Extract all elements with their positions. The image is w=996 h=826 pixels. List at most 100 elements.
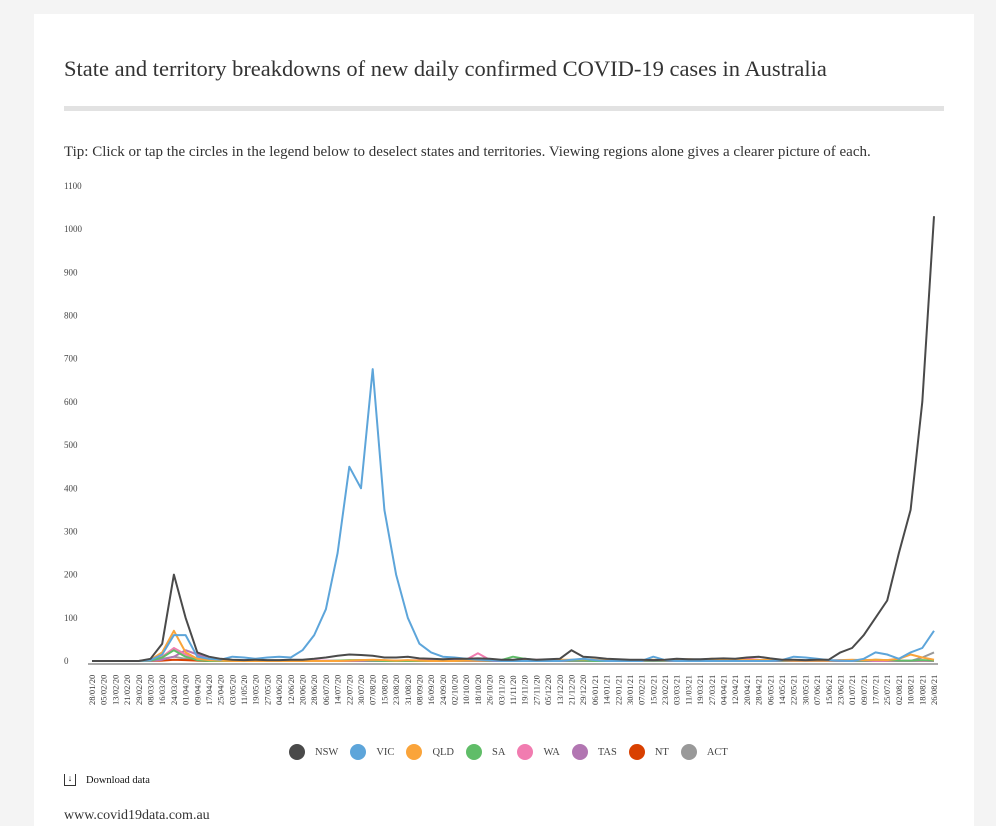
x-tick-label: 08/09/20: [414, 675, 424, 705]
x-tick-label: 21/02/20: [122, 675, 132, 705]
x-tick-label: 19/03/21: [695, 675, 705, 705]
x-tick-label: 03/05/20: [227, 675, 237, 705]
x-tick-label: 27/03/21: [707, 675, 717, 705]
x-tick-label: 05/02/20: [99, 675, 109, 705]
x-tick-label: 02/08/21: [894, 675, 904, 705]
x-tick-label: 17/07/21: [871, 675, 881, 705]
legend-item-nsw[interactable]: NSW: [289, 744, 338, 760]
x-tick-label: 06/01/21: [590, 675, 600, 705]
legend-circle-icon[interactable]: [628, 744, 645, 760]
x-tick-label: 19/05/20: [251, 675, 261, 705]
legend-circle-icon[interactable]: [289, 744, 305, 760]
x-tick-label: 30/07/20: [356, 675, 366, 705]
legend-item-wa[interactable]: WA: [517, 744, 560, 760]
y-tick-label: 300: [64, 526, 78, 536]
x-tick-label: 13/12/20: [555, 675, 565, 705]
legend-circle-icon[interactable]: [466, 744, 483, 760]
y-tick-label: 100: [64, 613, 78, 623]
download-data-button[interactable]: ↓ Download data: [64, 774, 150, 786]
x-tick-label: 27/05/20: [262, 675, 272, 705]
tip-text: Tip: Click or tap the circles in the leg…: [64, 144, 871, 160]
x-tick-label: 11/05/20: [239, 675, 249, 705]
download-icon: ↓: [64, 774, 76, 786]
x-tick-label: 11/11/20: [508, 675, 518, 705]
legend-item-nt[interactable]: NT: [628, 744, 669, 760]
legend-label: VIC: [376, 746, 395, 758]
y-tick-label: 400: [64, 483, 78, 493]
chart-title: State and territory breakdowns of new da…: [64, 56, 827, 81]
legend-label: TAS: [597, 746, 617, 758]
x-tick-label: 24/09/20: [438, 675, 448, 705]
x-tick-label: 26/10/20: [485, 675, 495, 705]
legend-circle-icon[interactable]: [571, 744, 588, 760]
x-tick-label: 15/06/21: [824, 675, 834, 705]
x-tick-label: 30/05/21: [800, 675, 810, 705]
x-tick-label: 16/03/20: [157, 675, 167, 705]
x-tick-label: 18/08/21: [917, 675, 927, 705]
x-tick-label: 25/07/21: [882, 675, 892, 705]
y-tick-label: 800: [64, 311, 78, 321]
x-tick-label: 01/07/21: [847, 675, 857, 705]
y-tick-label: 1000: [64, 224, 83, 234]
legend-label: WA: [543, 746, 560, 758]
x-tick-label: 15/02/21: [648, 675, 658, 705]
x-tick-label: 14/05/21: [777, 675, 787, 705]
y-tick-label: 900: [64, 267, 78, 277]
x-tick-label: 28/06/20: [309, 675, 319, 705]
x-tick-label: 29/12/20: [578, 675, 588, 705]
x-tick-label: 07/08/20: [368, 675, 378, 705]
x-tick-label: 15/08/20: [379, 675, 389, 705]
x-tick-label: 30/01/21: [625, 675, 635, 705]
legend-label: ACT: [706, 746, 728, 758]
legend-circle-icon[interactable]: [406, 744, 423, 760]
x-tick-label: 26/08/21: [929, 675, 939, 705]
x-tick-label: 03/11/20: [496, 675, 506, 705]
x-tick-label: 28/01/20: [87, 675, 97, 705]
legend-item-sa[interactable]: SA: [466, 744, 505, 760]
x-tick-label: 27/11/20: [531, 675, 541, 705]
legend-circle-icon[interactable]: [350, 744, 367, 760]
x-tick-label: 06/05/21: [765, 675, 775, 705]
legend-item-qld[interactable]: QLD: [406, 744, 454, 760]
legend-item-act[interactable]: ACT: [680, 744, 728, 760]
x-tick-label: 16/09/20: [426, 675, 436, 705]
x-tick-label: 11/03/21: [683, 675, 693, 705]
series-line-nsw: [92, 216, 935, 662]
x-tick-label: 07/02/21: [637, 675, 647, 705]
x-tick-label: 24/03/20: [169, 675, 179, 705]
x-tick-label: 23/02/21: [660, 675, 670, 705]
legend: NSW VIC QLD SA WA TAS NT ACT: [289, 744, 740, 760]
x-tick-label: 08/03/20: [145, 675, 155, 705]
x-tick-label: 12/06/20: [286, 675, 296, 705]
title-divider: [64, 106, 944, 111]
x-tick-label: 22/01/21: [613, 675, 623, 705]
legend-circle-icon[interactable]: [517, 744, 534, 760]
series-line-vic: [92, 368, 935, 662]
footer-link[interactable]: www.covid19data.com.au: [64, 808, 210, 823]
x-tick-label: 09/04/20: [192, 675, 202, 705]
x-tick-label: 12/04/21: [730, 675, 740, 705]
legend-item-vic[interactable]: VIC: [350, 744, 394, 760]
legend-label: QLD: [432, 746, 455, 758]
x-tick-label: 02/10/20: [450, 675, 460, 705]
x-tick-label: 01/04/20: [181, 675, 191, 705]
y-tick-label: 700: [64, 354, 78, 364]
x-tick-label: 20/04/21: [742, 675, 752, 705]
legend-circle-icon[interactable]: [680, 744, 697, 760]
x-tick-label: 04/06/20: [274, 675, 284, 705]
download-label: Download data: [86, 774, 150, 786]
x-tick-label: 31/08/20: [403, 675, 413, 705]
x-tick-label: 03/03/21: [672, 675, 682, 705]
x-tick-label: 14/07/20: [333, 675, 343, 705]
line-chart: 0 100 200 300 400 500 600 700 800 900 1000 1100 28/0…: [64, 181, 939, 705]
x-tick-label: 28/04/21: [754, 675, 764, 705]
x-tick-label: 23/08/20: [391, 675, 401, 705]
x-tick-label: 04/04/21: [719, 675, 729, 705]
legend-item-tas[interactable]: TAS: [571, 744, 617, 760]
x-tick-label: 18/10/20: [473, 675, 483, 705]
y-tick-label: 1100: [64, 181, 82, 191]
chart-card: State and territory breakdowns of new da…: [34, 14, 974, 826]
x-tick-label: 10/08/21: [906, 675, 916, 705]
x-tick-label: 07/06/21: [812, 675, 822, 705]
x-tick-label: 06/07/20: [321, 675, 331, 705]
